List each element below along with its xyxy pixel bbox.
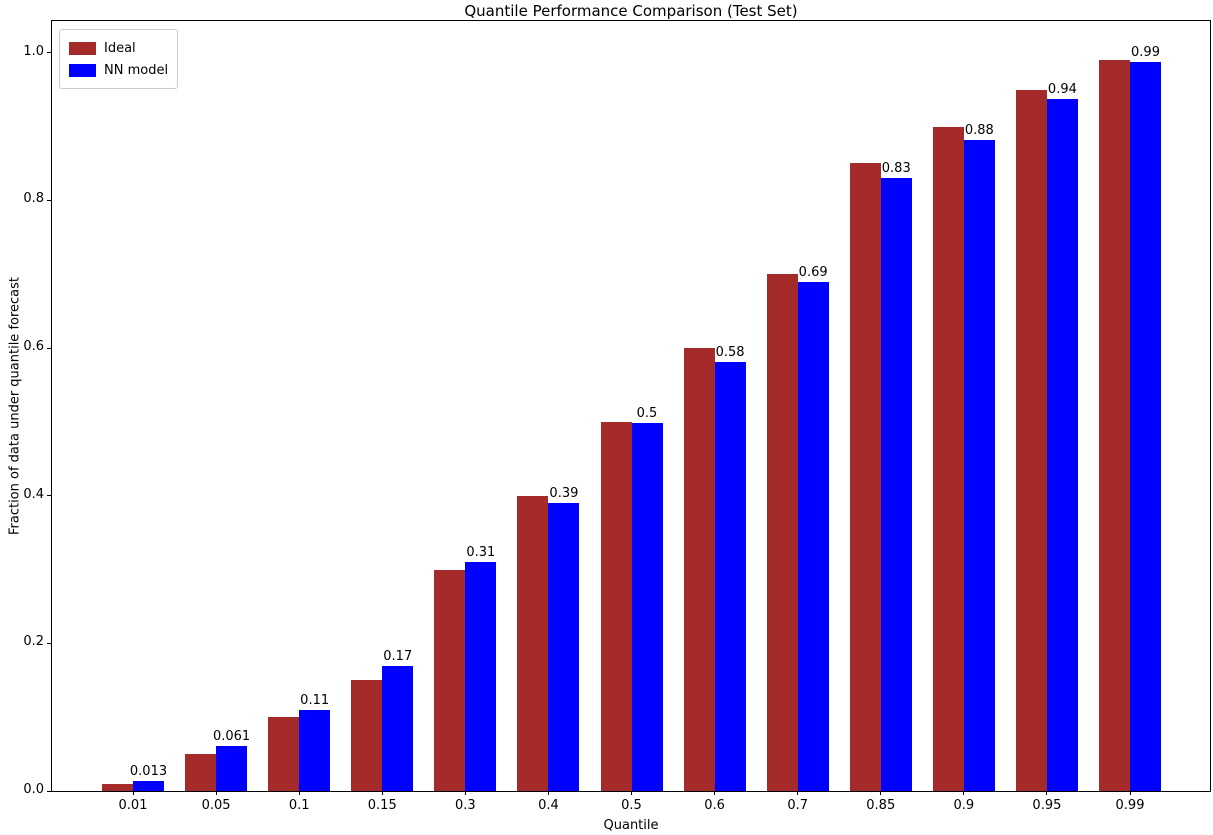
bar-nn-0.99 — [1130, 61, 1161, 791]
bar-ideal-0.6 — [683, 348, 715, 791]
x-tick-mark — [298, 791, 300, 795]
x-tick-mark — [963, 791, 965, 795]
x-tick-mark — [880, 791, 882, 795]
x-tick-mark — [1046, 791, 1048, 795]
y-tick-label: 0.8 — [23, 191, 44, 207]
x-tick-mark — [381, 791, 383, 795]
y-tick-mark — [47, 790, 51, 792]
bar-nn-0.15 — [382, 666, 414, 791]
y-tick-mark — [47, 347, 51, 349]
x-tick-label: 0.1 — [288, 798, 310, 813]
bar-ideal-0.7 — [766, 274, 798, 791]
chart-title: Quantile Performance Comparison (Test Se… — [464, 2, 798, 20]
bar-nn-0.4 — [548, 503, 580, 791]
bar-nn-0.95 — [1046, 99, 1078, 791]
legend-swatch-icon — [69, 63, 96, 77]
bar-ideal-0.15 — [351, 680, 383, 791]
x-tick-label: 0.95 — [1032, 798, 1062, 813]
bar-value-label: 0.58 — [715, 345, 745, 361]
bar-nn-0.01 — [133, 781, 164, 791]
bar-value-label: 0.88 — [964, 122, 994, 138]
x-tick-mark — [215, 791, 217, 795]
x-tick-mark — [714, 791, 716, 795]
bar-nn-0.7 — [797, 282, 829, 791]
bar-nn-0.3 — [465, 562, 497, 791]
bar-ideal-0.4 — [517, 495, 549, 791]
bar-ideal-0.95 — [1015, 89, 1047, 791]
bar-value-label: 0.061 — [212, 728, 251, 744]
bar-value-label: 0.013 — [129, 764, 168, 780]
x-tick-mark — [631, 791, 632, 795]
x-tick-mark — [132, 791, 134, 795]
legend-label: Ideal — [104, 40, 136, 56]
x-tick-mark — [1129, 791, 1131, 795]
bar-ideal-0.99 — [1099, 60, 1130, 791]
x-tick-label: 0.4 — [538, 798, 559, 813]
bar-value-label: 0.69 — [798, 265, 828, 281]
legend-label: NN model — [104, 62, 169, 78]
bar-nn-0.5 — [631, 422, 663, 791]
x-tick-label: 0.01 — [118, 798, 148, 813]
bar-nn-0.1 — [299, 709, 331, 791]
x-tick-label: 0.05 — [201, 798, 231, 813]
bar-nn-0.85 — [880, 177, 912, 791]
x-tick-mark — [547, 791, 549, 795]
bar-value-label: 0.31 — [466, 545, 496, 561]
y-tick-mark — [47, 199, 51, 201]
x-tick-label: 0.9 — [953, 798, 975, 813]
x-tick-label: 0.7 — [787, 798, 808, 813]
y-tick-mark — [47, 495, 51, 497]
legend-item-ideal: Ideal — [69, 38, 168, 58]
bar-nn-0.05 — [216, 745, 248, 791]
bar-value-label: 0.5 — [636, 405, 658, 421]
bar-ideal-0.05 — [185, 754, 217, 791]
bar-ideal-0.1 — [268, 717, 300, 791]
bar-value-label: 0.11 — [300, 692, 330, 708]
x-axis-label: Quantile — [603, 818, 659, 833]
y-tick-label: 0.0 — [23, 782, 44, 797]
bar-value-label: 0.99 — [1131, 44, 1160, 60]
bar-nn-0.9 — [963, 139, 995, 791]
x-tick-label: 0.3 — [454, 798, 476, 813]
legend-item-nn-model: NN model — [69, 60, 168, 80]
y-tick-label: 0.4 — [23, 486, 44, 502]
bar-ideal-0.9 — [932, 126, 964, 791]
x-tick-mark — [797, 791, 799, 795]
y-tick-mark — [47, 642, 51, 644]
legend: Ideal NN model — [59, 29, 179, 89]
x-tick-label: 0.5 — [621, 798, 642, 813]
plot-area: Ideal NN model 0.0 0.2 0.4 0.6 0.8 1.0 0.01 0.01… — [23, 20, 1211, 813]
bar-nn-0.6 — [714, 362, 746, 791]
x-tick-label: 0.6 — [704, 798, 725, 813]
y-tick-label: 1.0 — [23, 43, 44, 59]
y-tick-mark — [47, 52, 51, 54]
bar-ideal-0.01 — [102, 783, 133, 791]
x-tick-mark — [464, 791, 466, 795]
bar-value-label: 0.94 — [1047, 82, 1077, 98]
x-tick-label: 0.99 — [1115, 798, 1145, 813]
bar-ideal-0.5 — [600, 421, 632, 791]
bar-value-label: 0.83 — [881, 160, 911, 176]
bar-value-label: 0.17 — [383, 649, 413, 665]
legend-swatch-icon — [69, 41, 96, 55]
bar-value-label: 0.39 — [549, 486, 579, 502]
x-tick-label: 0.85 — [866, 798, 896, 813]
bar-ideal-0.85 — [849, 163, 881, 791]
y-tick-label: 0.6 — [23, 339, 44, 355]
x-tick-label: 0.15 — [367, 798, 397, 813]
bar-ideal-0.3 — [434, 569, 466, 791]
y-tick-label: 0.2 — [23, 634, 44, 650]
